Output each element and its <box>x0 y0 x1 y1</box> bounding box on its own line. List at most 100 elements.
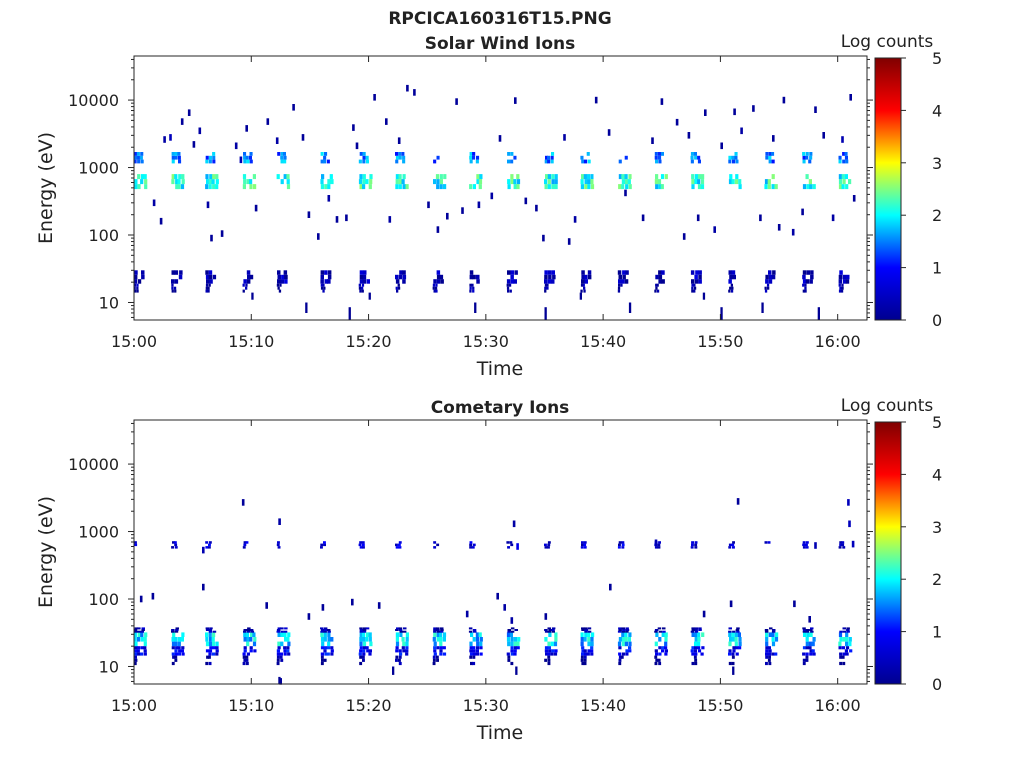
spectrogram-cell <box>664 646 668 650</box>
spectrogram-cell <box>729 600 733 608</box>
spectrogram-cell <box>211 637 215 642</box>
spectrogram-cell <box>137 155 141 160</box>
spectrogram-cell <box>586 652 590 656</box>
spectrogram-cell <box>327 270 332 275</box>
spectrogram-cell <box>369 174 373 180</box>
spectrogram-cell <box>280 152 284 156</box>
spectrogram-cell <box>551 184 555 190</box>
spectrogram-cell <box>140 159 144 164</box>
spectrogram-cell <box>720 307 723 320</box>
spectrogram-cell <box>206 179 210 185</box>
spectrogram-cell <box>242 174 247 180</box>
spectrogram-cell <box>472 184 476 190</box>
spectrogram-cell <box>245 155 249 160</box>
spectrogram-cell <box>544 649 548 653</box>
spectrogram-cell <box>732 649 736 653</box>
spectrogram-cell <box>362 646 367 650</box>
spectrogram-cell <box>767 179 771 185</box>
spectrogram-cell <box>362 641 367 647</box>
cometary-ions-panel: 15:00 15:10 15:20 15:30 15:40 15:50 16:0010100… <box>35 396 942 744</box>
spectrogram-cell <box>242 655 246 659</box>
spectrogram-cell <box>514 270 518 275</box>
spectrogram-cell <box>774 184 778 190</box>
spectrogram-cell <box>398 627 403 630</box>
spectrogram-cell <box>587 179 591 185</box>
spectrogram-cell <box>839 630 843 633</box>
spectrogram-cell <box>276 543 280 547</box>
spectrogram-cell <box>361 283 365 287</box>
spectrogram-cell <box>324 270 328 275</box>
spectrogram-cell <box>729 286 732 290</box>
spectrogram-cell <box>510 179 514 185</box>
spectrogram-cell <box>468 630 473 633</box>
y-tick-label: 10000 <box>68 455 119 474</box>
spectrogram-cell <box>320 274 324 280</box>
spectrogram-cell <box>276 630 280 633</box>
spectrogram-cell <box>839 655 843 659</box>
colorbar-tick-label: 2 <box>932 570 942 589</box>
spectrogram-cell <box>440 279 444 284</box>
spectrogram-cell <box>694 646 698 650</box>
y-tick-label: 100 <box>88 226 119 245</box>
spectrogram-cell <box>358 179 363 185</box>
colorbar: 0 1 2 3 4 5 Log counts <box>841 396 942 694</box>
spectrogram-cell <box>621 541 625 544</box>
spectrogram-cell <box>208 159 212 164</box>
spectrogram-cell <box>544 630 549 633</box>
spectrogram-cell <box>401 646 405 650</box>
spectrogram-cell <box>362 174 366 180</box>
spectrogram-cell <box>172 655 175 659</box>
spectrogram-cell <box>136 646 141 650</box>
spectrogram-cell <box>287 652 291 656</box>
spectrogram-cell <box>690 630 695 633</box>
spectrogram-cell <box>253 637 257 642</box>
spectrogram-cell <box>398 274 403 280</box>
spectrogram-cell <box>697 637 701 642</box>
spectrogram-cell <box>320 543 324 547</box>
spectrogram-cell <box>774 637 779 642</box>
spectrogram-cell <box>174 289 177 293</box>
spectrogram-cell <box>768 159 772 164</box>
spectrogram-cell <box>547 641 551 647</box>
spectrogram-cell <box>805 646 809 650</box>
spectrogram-cell <box>694 658 698 662</box>
spectrogram-cell <box>587 641 591 647</box>
spectrogram-cell <box>134 658 138 662</box>
spectrogram-cell <box>547 159 551 164</box>
spectrogram-cell <box>838 641 842 647</box>
spectrogram-cell <box>140 630 144 633</box>
spectrogram-cell <box>330 652 334 656</box>
spectrogram-cell <box>206 655 209 659</box>
x-tick-label: 16:00 <box>815 332 861 351</box>
plot-area <box>134 420 867 684</box>
spectrogram-cell <box>187 109 191 116</box>
spectrogram-cell <box>284 637 288 642</box>
spectrogram-cell <box>548 649 552 653</box>
spectrogram-cell <box>478 632 482 637</box>
spectrogram-cell <box>205 155 209 160</box>
spectrogram-cell <box>580 632 584 637</box>
spectrogram-cell <box>583 661 587 666</box>
spectrogram-cell <box>361 541 365 544</box>
spectrogram-cell <box>510 641 514 647</box>
spectrogram-cell <box>439 637 443 642</box>
spectrogram-cell <box>252 174 256 180</box>
spectrogram-cell <box>584 159 588 164</box>
spectrogram-cell <box>822 132 825 139</box>
spectrogram-cell <box>470 661 473 666</box>
spectrogram-cell <box>694 632 698 637</box>
spectrogram-cell <box>842 652 846 656</box>
spectrogram-cell <box>208 270 213 275</box>
spectrogram-cell <box>509 289 512 293</box>
spectrogram-cell <box>801 208 804 216</box>
spectrogram-cell <box>507 629 511 631</box>
spectrogram-cell <box>358 652 362 656</box>
spectrogram-cell <box>732 666 735 675</box>
spectrogram-cell <box>516 646 520 650</box>
spectrogram-cell <box>276 655 280 659</box>
spectrogram-cell <box>398 649 402 653</box>
spectrogram-cell <box>810 270 814 275</box>
spectrogram-cell <box>211 179 215 185</box>
spectrogram-cell <box>547 661 551 666</box>
spectrogram-cell <box>513 649 517 653</box>
